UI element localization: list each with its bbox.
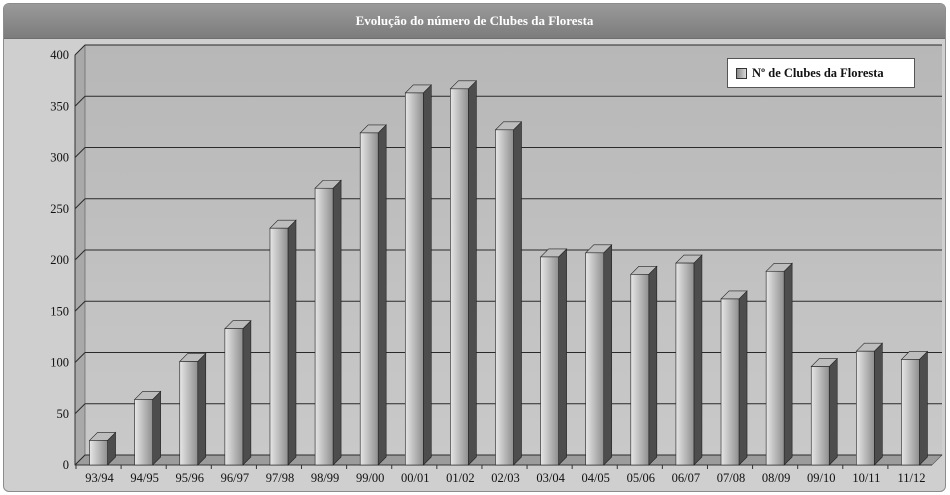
gridline-diag xyxy=(74,300,86,312)
bar-side xyxy=(603,244,613,466)
y-tick-label: 200 xyxy=(50,253,69,267)
bar-side xyxy=(377,124,387,466)
bar xyxy=(585,252,605,466)
x-tick-label: 10/11 xyxy=(852,471,880,485)
y-tick-label: 150 xyxy=(50,304,69,318)
bar xyxy=(765,270,785,466)
x-tick-label: 99/00 xyxy=(356,471,384,485)
gridline-diag xyxy=(74,198,86,210)
bar-side xyxy=(648,265,658,466)
y-tick-label: 350 xyxy=(50,99,69,113)
y-tick-label: 400 xyxy=(50,48,69,62)
bar xyxy=(856,350,875,466)
bar-side xyxy=(468,80,477,466)
bar xyxy=(179,361,199,466)
bar xyxy=(224,328,244,466)
x-tick-label: 93/94 xyxy=(85,471,114,485)
bar-chart: 0 50 100 150 200 250 300 350 400 93/94 94/95 95/96 9… xyxy=(50,44,943,485)
x-tick-label: 09/10 xyxy=(807,471,835,485)
gridline-diag xyxy=(74,95,86,107)
gridline-diag xyxy=(74,147,86,158)
bar-side xyxy=(919,350,928,466)
x-tick-label: 01/02 xyxy=(446,471,474,485)
x-tick-label: 97/98 xyxy=(266,471,294,485)
bar xyxy=(810,366,830,466)
x-tick-label: 00/01 xyxy=(401,471,429,485)
gridline-diag xyxy=(74,403,86,415)
bar xyxy=(720,298,740,466)
bar-side xyxy=(422,84,432,466)
bar-side xyxy=(738,290,748,466)
x-tick-label: 02/03 xyxy=(491,471,519,485)
bar-side xyxy=(558,248,567,466)
bar-side xyxy=(693,254,703,466)
bar xyxy=(630,274,650,466)
y-tick-label: 0 xyxy=(63,458,69,472)
y-tick-label: 300 xyxy=(50,151,69,165)
bar xyxy=(89,440,108,466)
y-tick-label: 50 xyxy=(57,407,70,421)
gridline-diag xyxy=(74,44,86,56)
bar-side xyxy=(152,390,161,466)
x-tick-label: 06/07 xyxy=(672,471,700,485)
bar xyxy=(901,359,920,466)
legend-label: Nº de Clubes da Floresta xyxy=(752,65,884,80)
gridline-diag xyxy=(74,249,86,261)
legend-swatch xyxy=(736,67,747,79)
bar xyxy=(359,132,379,466)
x-tick-label: 03/04 xyxy=(536,471,565,485)
chart-frame: Evolução do número de Clubes da Floresta… xyxy=(3,3,946,492)
bar-side xyxy=(828,357,838,466)
gridline-diag xyxy=(74,454,86,466)
bar xyxy=(495,129,514,466)
x-tick-label: 04/05 xyxy=(581,471,609,485)
bar-side xyxy=(783,262,793,466)
x-tick-label: 07/08 xyxy=(717,471,745,485)
x-tick-label: 08/09 xyxy=(762,471,790,485)
y-tick-label: 100 xyxy=(50,356,69,370)
bar-side xyxy=(874,342,883,466)
bar xyxy=(675,262,695,466)
chart-title: Evolução do número de Clubes da Floresta xyxy=(4,4,945,39)
x-tick-label: 96/97 xyxy=(221,471,249,485)
x-tick-label: 05/06 xyxy=(627,471,655,485)
gridline-diag xyxy=(74,352,86,363)
bar xyxy=(540,256,559,466)
bar-side xyxy=(242,319,252,466)
x-tick-label: 95/96 xyxy=(176,471,204,485)
bar xyxy=(404,92,424,466)
bar-side xyxy=(197,352,207,466)
legend: Nº de Clubes da Floresta xyxy=(727,58,915,88)
x-tick-label: 98/99 xyxy=(311,471,339,485)
bar xyxy=(450,88,469,466)
y-tick-label: 250 xyxy=(50,202,69,216)
x-tick-label: 94/95 xyxy=(130,471,158,485)
bar xyxy=(314,187,334,466)
bar xyxy=(134,399,153,466)
bar xyxy=(269,227,289,466)
bar-side xyxy=(332,179,342,466)
bar-side xyxy=(287,219,297,466)
x-tick-label: 11/12 xyxy=(897,471,925,485)
bar-side xyxy=(513,121,522,466)
